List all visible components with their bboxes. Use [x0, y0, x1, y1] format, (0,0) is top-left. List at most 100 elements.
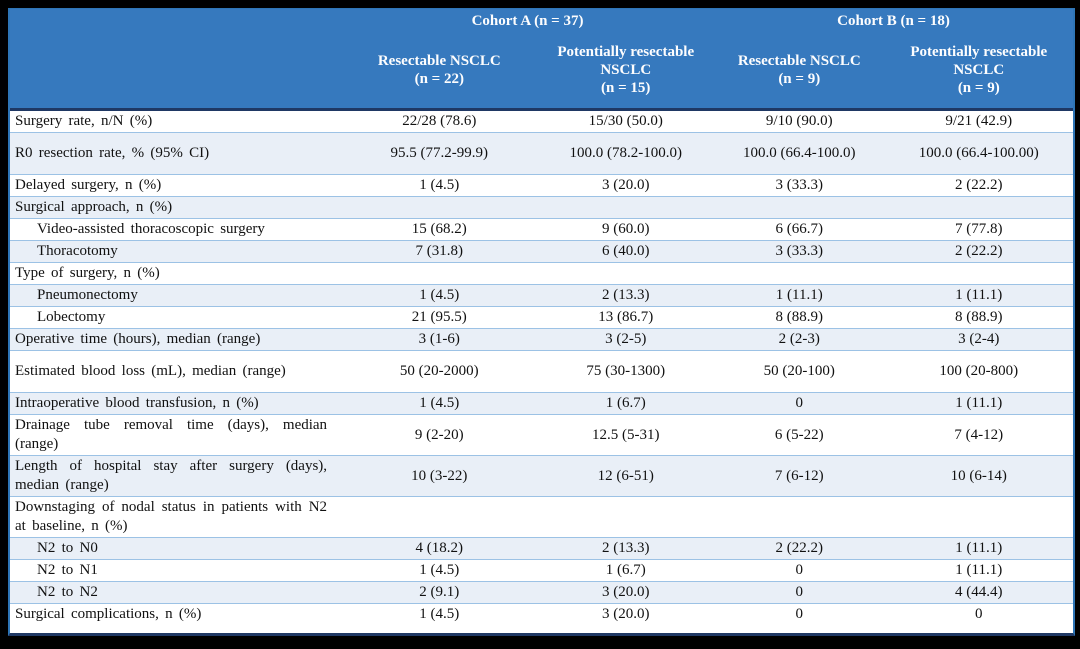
- column-n: (n = 9): [957, 80, 1000, 96]
- cell-value: 9 (60.0): [602, 221, 650, 237]
- cell-value: 75 (30-1300): [586, 363, 666, 379]
- table-row: Delayed surgery, n (%) 1 (4.5) 3 (20.0) …: [10, 174, 1073, 196]
- table-row: Pneumonectomy 1 (4.5) 2 (13.3) 1 (11.1) …: [10, 284, 1073, 306]
- column-header-resectable-a: Resectable NSCLC (n = 22): [341, 52, 537, 88]
- table-row: N2 to N2 2 (9.1) 3 (20.0) 0 4 (44.4): [10, 581, 1073, 603]
- cell-value: 1 (6.7): [605, 395, 646, 411]
- cell-value: 9/10 (90.0): [765, 113, 833, 129]
- cell-value: [885, 207, 1073, 209]
- table-row: Operative time (hours), median (range) 3…: [10, 328, 1073, 350]
- cell-value: 9/21 (42.9): [945, 113, 1013, 129]
- table-row: R0 resection rate, % (95% CI) 95.5 (77.2…: [10, 132, 1073, 174]
- cell-value: 0: [795, 395, 804, 411]
- table-row: Thoracotomy 7 (31.8) 6 (40.0) 3 (33.3) 2…: [10, 240, 1073, 262]
- cell-value: 7 (6-12): [774, 467, 824, 484]
- cell-value: [714, 516, 885, 518]
- row-label: N2 to N0: [37, 540, 98, 556]
- cell-value: 1 (11.1): [955, 562, 1003, 578]
- cell-value: 1 (6.7): [605, 562, 646, 578]
- cell-value: [885, 516, 1073, 518]
- cell-value: 1 (11.1): [955, 395, 1003, 411]
- table-row: Drainage tube removal time (days), media…: [10, 414, 1073, 455]
- cell-value: 4 (44.4): [955, 584, 1003, 600]
- row-label: Thoracotomy: [37, 243, 118, 259]
- column-header-potentially-resectable-b: Potentially resectable NSCLC (n = 9): [885, 43, 1073, 97]
- cell-value: [714, 273, 885, 275]
- row-label: Pneumonectomy: [37, 287, 138, 303]
- cell-value: 15/30 (50.0): [588, 113, 663, 129]
- cell-value: 6 (40.0): [602, 243, 650, 259]
- row-label: Operative time (hours), median (range): [15, 331, 261, 347]
- cell-value: 100.0 (66.4-100.0): [743, 145, 856, 161]
- cell-value: 10 (6-14): [950, 467, 1007, 484]
- row-label: N2 to N2: [37, 584, 98, 600]
- cell-value: 0: [795, 562, 804, 578]
- cell-value: 3 (2-4): [958, 331, 1000, 347]
- cell-value: 1 (11.1): [955, 540, 1003, 556]
- cell-value: 1 (4.5): [419, 395, 460, 411]
- cell-value: 12.5 (5-31): [592, 426, 660, 443]
- row-label: R0 resection rate, % (95% CI): [15, 145, 210, 161]
- cell-value: 4 (18.2): [415, 540, 464, 556]
- cell-value: 50 (20-2000): [399, 363, 479, 379]
- cell-value: [538, 516, 715, 518]
- cell-value: 0: [795, 584, 804, 600]
- column-header-potentially-resectable-a: Potentially resectable NSCLC (n = 15): [538, 43, 715, 97]
- row-label: Lobectomy: [37, 309, 106, 325]
- cell-value: 22/28 (78.6): [402, 113, 477, 129]
- row-label: Type of surgery, n (%): [15, 265, 160, 281]
- cell-value: [538, 207, 715, 209]
- table-row: N2 to N1 1 (4.5) 1 (6.7) 0 1 (11.1): [10, 559, 1073, 581]
- cell-value: 100.0 (78.2-100.0): [569, 145, 683, 161]
- table-row: Length of hospital stay after surgery (d…: [10, 455, 1073, 496]
- row-label: Length of hospital stay after surgery (d…: [15, 458, 328, 493]
- cell-value: [341, 273, 537, 275]
- cell-value: 2 (22.2): [955, 243, 1003, 259]
- cell-value: 3 (33.3): [775, 243, 824, 259]
- cell-value: 1 (4.5): [419, 287, 460, 303]
- cell-value: [341, 516, 537, 518]
- row-label: Surgery rate, n/N (%): [15, 113, 153, 129]
- row-label: Drainage tube removal time (days), media…: [15, 417, 328, 452]
- table-row: Estimated blood loss (mL), median (range…: [10, 350, 1073, 392]
- cell-value: 2 (22.2): [775, 540, 824, 556]
- cell-value: 1 (11.1): [955, 287, 1003, 303]
- cell-value: 2 (13.3): [602, 540, 650, 556]
- row-label: Downstaging of nodal status in patients …: [15, 499, 328, 534]
- cell-value: 3 (1-6): [418, 331, 460, 347]
- row-label: Estimated blood loss (mL), median (range…: [15, 363, 286, 379]
- cell-value: 8 (88.9): [955, 309, 1003, 325]
- cell-value: 10 (3-22): [411, 467, 468, 484]
- cell-value: 2 (22.2): [955, 177, 1003, 193]
- cell-value: 21 (95.5): [411, 309, 467, 325]
- row-label: Surgical complications, n (%): [15, 606, 202, 622]
- cell-value: 100.0 (66.4-100.00): [918, 145, 1039, 161]
- row-label: Delayed surgery, n (%): [15, 177, 162, 193]
- cell-value: 8 (88.9): [775, 309, 824, 325]
- cell-value: 50 (20-100): [763, 363, 835, 379]
- column-title: Potentially resectable NSCLC: [557, 44, 695, 78]
- cohort-b-header: Cohort B (n = 18): [837, 12, 950, 29]
- cell-value: 1 (4.5): [419, 562, 460, 578]
- cell-value: 2 (13.3): [602, 287, 650, 303]
- cell-value: 3 (20.0): [602, 584, 650, 600]
- cohort-a-header: Cohort A (n = 37): [471, 12, 584, 29]
- cell-value: [341, 207, 537, 209]
- cell-value: 1 (4.5): [419, 177, 460, 193]
- row-label: Video-assisted thoracoscopic surgery: [37, 221, 265, 237]
- cell-value: 1 (11.1): [775, 287, 823, 303]
- cell-value: 7 (4-12): [954, 426, 1004, 443]
- table-row: Surgical complications, n (%) 1 (4.5) 3 …: [10, 603, 1073, 625]
- row-label: Intraoperative blood transfusion, n (%): [15, 395, 259, 411]
- cell-value: 2 (2-3): [778, 331, 820, 347]
- cell-value: 0: [975, 606, 983, 622]
- cell-value: 1 (4.5): [419, 606, 460, 622]
- surgical-outcomes-table: Cohort A (n = 37) Cohort B (n = 18) Rese…: [8, 8, 1075, 636]
- table-row: Lobectomy 21 (95.5) 13 (86.7) 8 (88.9) 8…: [10, 306, 1073, 328]
- cell-value: 13 (86.7): [598, 309, 654, 325]
- table-row: Surgery rate, n/N (%) 22/28 (78.6) 15/30…: [10, 111, 1073, 132]
- table-header: Cohort A (n = 37) Cohort B (n = 18) Rese…: [10, 9, 1073, 111]
- cell-value: [885, 273, 1073, 275]
- table-row: N2 to N0 4 (18.2) 2 (13.3) 2 (22.2) 1 (1…: [10, 537, 1073, 559]
